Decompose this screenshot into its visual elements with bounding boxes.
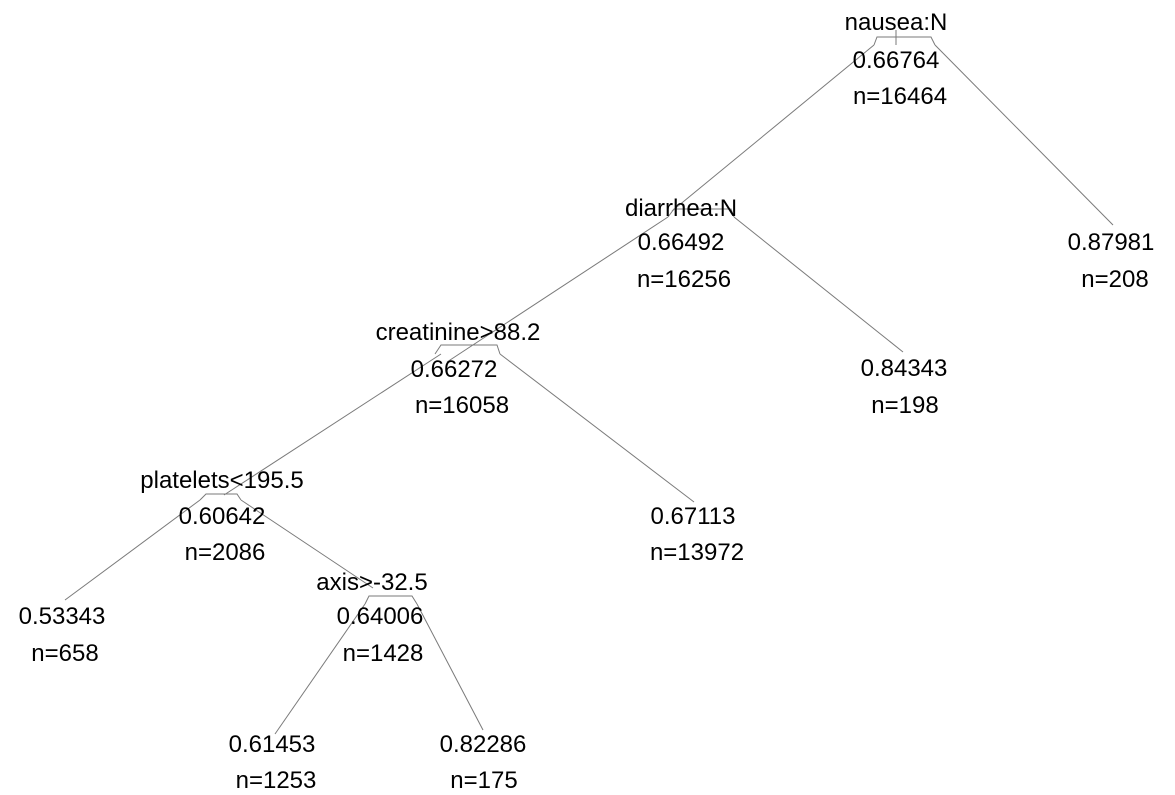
leaf-value: 0.61453 [229,731,316,758]
edge-creatinine-split-marker [434,344,501,355]
edge-axis-to-leaf-right [416,603,484,731]
edge-creatinine-to-leaf [499,353,695,503]
node-value: 0.64006 [337,603,424,630]
leaf-value: 0.67113 [651,503,736,530]
node-split-label: axis>-32.5 [316,569,427,596]
node-value: 0.66272 [411,356,498,383]
node-diarrhea: diarrhea:N 0.66492 n=16256 [625,195,737,293]
node-count: n=1428 [343,640,424,667]
leaf-nausea: 0.87981 n=208 [1068,229,1155,293]
leaf-axis-left: 0.61453 n=1253 [229,731,317,794]
edge-platelets-split-marker [199,493,242,501]
leaf-count: n=1253 [236,767,317,794]
edge-axis-to-leaf-left [274,603,366,735]
leaf-count: n=175 [450,767,517,794]
edge-platelets-to-axis [240,499,374,589]
node-value: 0.60642 [179,503,266,530]
leaf-count: n=658 [31,640,98,667]
leaf-diarrhea: 0.84343 n=198 [861,355,948,419]
node-split-label: diarrhea:N [625,195,737,222]
node-platelets: platelets<195.5 0.60642 n=2086 [140,467,303,566]
node-split-label: platelets<195.5 [140,467,303,494]
leaf-value: 0.53343 [19,603,106,630]
leaf-creatinine: 0.67113 n=13972 [650,503,744,566]
node-count: n=16058 [415,392,509,419]
node-split-label: creatinine>88.2 [376,319,541,346]
tree-edges [64,30,1114,735]
node-axis: axis>-32.5 0.64006 n=1428 [316,569,427,667]
leaf-platelets: 0.53343 n=658 [19,603,106,667]
edge-diarrhea-to-leaf [733,216,904,353]
node-value: 0.66492 [638,229,725,256]
leaf-value: 0.84343 [861,355,948,382]
leaf-value: 0.87981 [1068,229,1155,256]
node-root: nausea:N 0.66764 n=16464 [845,9,948,110]
edge-platelets-to-leaf [64,499,201,601]
leaf-value: 0.82286 [440,731,527,758]
node-count: n=2086 [185,539,266,566]
node-count: n=16256 [637,266,731,293]
edge-root-to-diarrhea [671,44,875,212]
node-split-label: nausea:N [845,9,948,36]
edge-axis-split-marker [364,595,418,605]
edge-root-to-leaf-nausea [934,44,1114,226]
edge-diarrhea-to-creatinine [446,216,669,363]
leaf-axis-right: 0.82286 n=175 [440,731,527,794]
leaf-count: n=13972 [650,539,744,566]
leaf-count: n=208 [1081,266,1148,293]
node-creatinine: creatinine>88.2 0.66272 n=16058 [376,319,541,419]
edge-diarrhea-split-marker [667,208,735,218]
edge-root-split-marker [873,30,936,46]
node-count: n=16464 [853,83,947,110]
leaf-count: n=198 [871,392,938,419]
edge-creatinine-to-platelets [223,353,442,496]
node-value: 0.66764 [853,47,940,74]
